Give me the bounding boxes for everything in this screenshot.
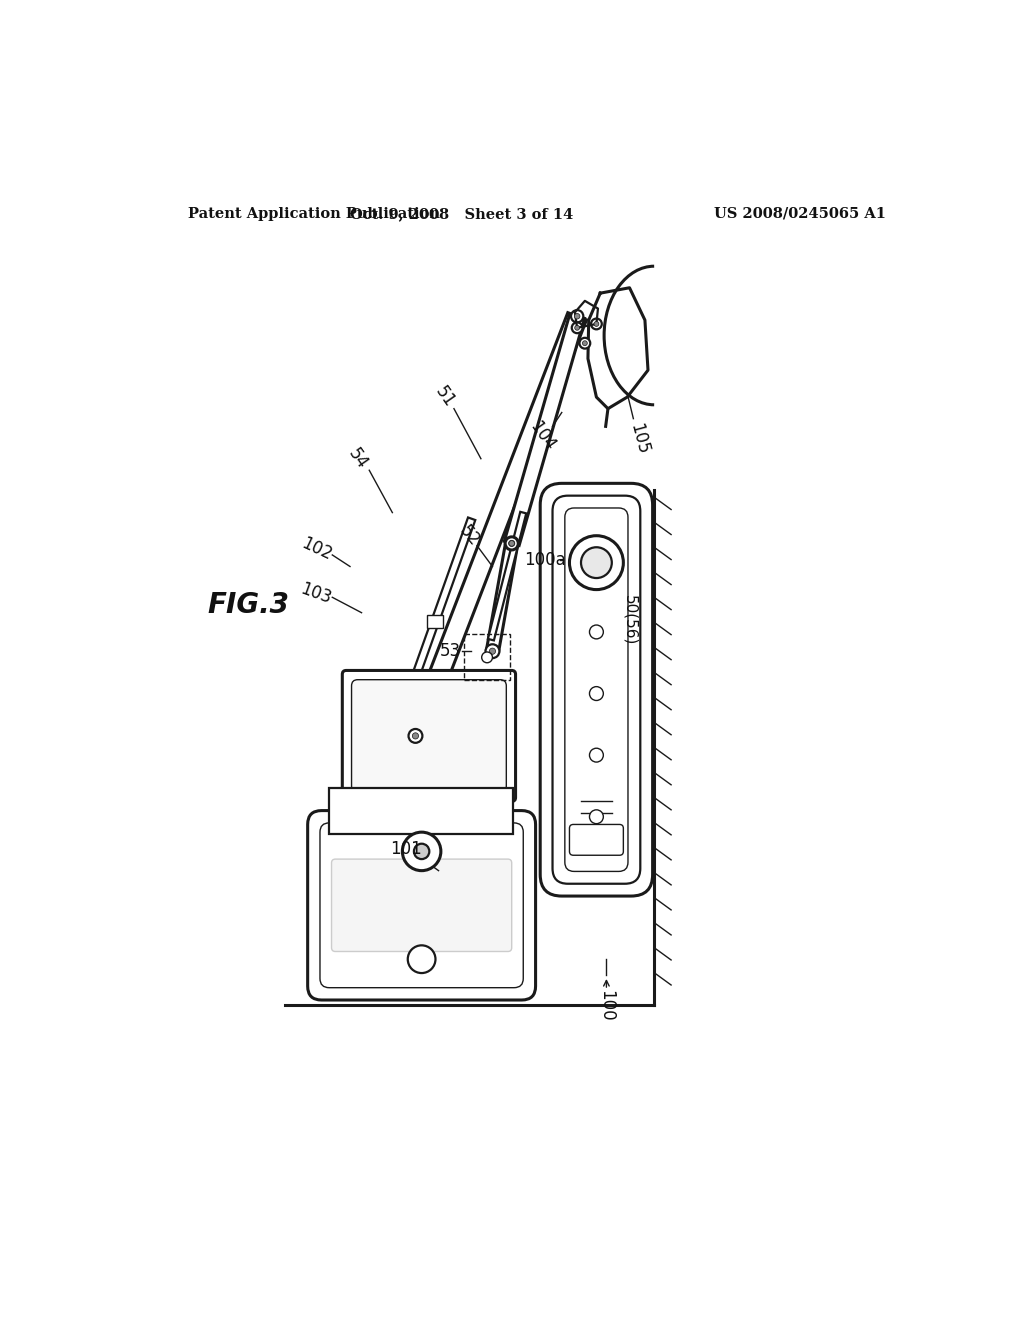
Text: 100a: 100a: [524, 552, 565, 569]
Text: Patent Application Publication: Patent Application Publication: [188, 207, 440, 220]
FancyBboxPatch shape: [565, 508, 628, 871]
Circle shape: [569, 536, 624, 590]
Circle shape: [408, 945, 435, 973]
Text: FIG.3: FIG.3: [208, 591, 290, 619]
Circle shape: [590, 686, 603, 701]
Circle shape: [590, 748, 603, 762]
Polygon shape: [427, 615, 442, 628]
Text: 103: 103: [297, 579, 334, 607]
Polygon shape: [486, 543, 518, 652]
Circle shape: [590, 810, 603, 824]
Circle shape: [481, 652, 493, 663]
Circle shape: [591, 318, 602, 330]
FancyBboxPatch shape: [553, 496, 640, 884]
Circle shape: [590, 626, 603, 639]
Circle shape: [402, 832, 441, 871]
FancyBboxPatch shape: [319, 822, 523, 987]
Text: 101: 101: [390, 840, 422, 858]
Circle shape: [413, 733, 419, 739]
FancyBboxPatch shape: [307, 810, 536, 1001]
Circle shape: [580, 338, 590, 348]
Circle shape: [581, 548, 611, 578]
Bar: [464, 635, 510, 681]
FancyBboxPatch shape: [569, 825, 624, 855]
Circle shape: [571, 322, 583, 333]
Polygon shape: [588, 288, 648, 409]
Circle shape: [414, 843, 429, 859]
Circle shape: [583, 341, 588, 346]
Circle shape: [485, 644, 500, 659]
Circle shape: [505, 536, 518, 550]
Circle shape: [574, 325, 580, 330]
Circle shape: [574, 313, 580, 319]
Text: 100: 100: [597, 990, 615, 1022]
Text: US 2008/0245065 A1: US 2008/0245065 A1: [715, 207, 887, 220]
Text: Oct. 9, 2008   Sheet 3 of 14: Oct. 9, 2008 Sheet 3 of 14: [350, 207, 573, 220]
FancyBboxPatch shape: [541, 483, 652, 896]
Polygon shape: [487, 512, 526, 640]
Text: 52: 52: [456, 521, 483, 549]
Circle shape: [489, 648, 496, 655]
FancyBboxPatch shape: [330, 788, 513, 834]
Circle shape: [409, 729, 422, 743]
Text: 102: 102: [299, 535, 335, 565]
Polygon shape: [395, 517, 475, 726]
Circle shape: [571, 310, 584, 322]
Text: 50(56): 50(56): [622, 595, 637, 645]
Polygon shape: [504, 314, 585, 545]
Text: 51: 51: [431, 383, 458, 411]
Circle shape: [506, 537, 518, 549]
Circle shape: [509, 541, 514, 546]
Polygon shape: [407, 313, 587, 739]
Text: 54: 54: [344, 445, 371, 473]
Text: 104: 104: [526, 417, 559, 454]
FancyBboxPatch shape: [342, 671, 515, 801]
Circle shape: [509, 540, 515, 546]
FancyBboxPatch shape: [332, 859, 512, 952]
Circle shape: [594, 322, 599, 326]
Text: 53: 53: [439, 643, 461, 660]
FancyBboxPatch shape: [351, 680, 506, 792]
Text: 105: 105: [626, 422, 651, 457]
